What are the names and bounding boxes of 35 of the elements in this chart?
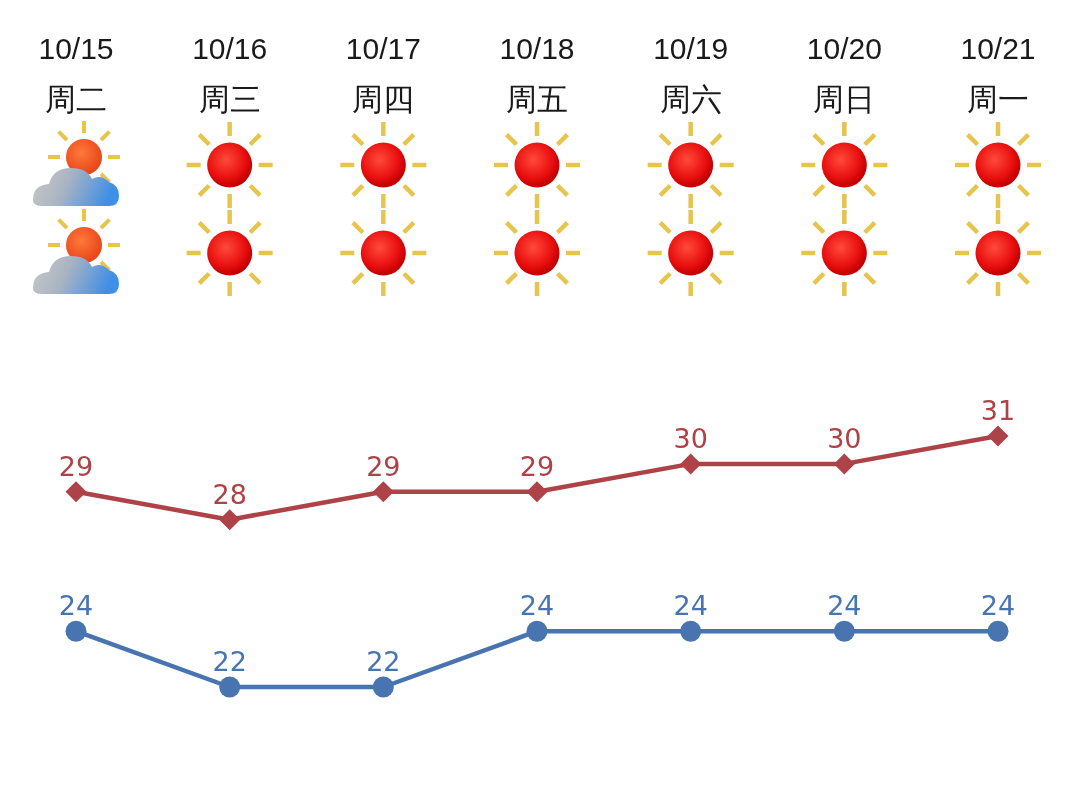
x-tick-label: 10/15 周二 — [38, 32, 114, 117]
point — [372, 676, 394, 698]
point — [833, 453, 855, 475]
x-tick-label: 10/18 周五 — [499, 32, 575, 117]
x-tick-label: 10/21 周一 — [960, 32, 1036, 117]
x-tick-label: 10/17 周四 — [345, 32, 421, 117]
data-label: 24 — [58, 590, 94, 622]
point — [219, 509, 241, 531]
data-label: 28 — [212, 478, 247, 510]
data-label: 29 — [519, 450, 555, 482]
data-label: 24 — [519, 590, 555, 622]
point — [526, 481, 548, 503]
point — [65, 620, 87, 642]
data-label: 30 — [827, 422, 862, 454]
data-label: 24 — [980, 590, 1016, 622]
point — [987, 425, 1009, 447]
point — [833, 620, 855, 642]
point — [526, 620, 548, 642]
point — [65, 481, 87, 503]
point — [680, 453, 702, 475]
point — [987, 620, 1009, 642]
data-label: 22 — [212, 646, 247, 677]
data-label: 22 — [366, 646, 401, 677]
point — [219, 676, 241, 698]
data-label: 24 — [673, 590, 708, 622]
x-tick-label: 10/20 周日 — [806, 32, 882, 117]
data-label: 29 — [58, 450, 94, 482]
point — [680, 620, 702, 642]
x-tick-label: 10/19 周六 — [653, 32, 729, 117]
point — [372, 481, 394, 503]
data-label: 30 — [673, 422, 708, 454]
x-tick-label: 10/16 周三 — [192, 32, 268, 117]
data-label: 29 — [366, 450, 401, 482]
data-label: 31 — [980, 395, 1016, 426]
data-label: 24 — [827, 590, 862, 622]
